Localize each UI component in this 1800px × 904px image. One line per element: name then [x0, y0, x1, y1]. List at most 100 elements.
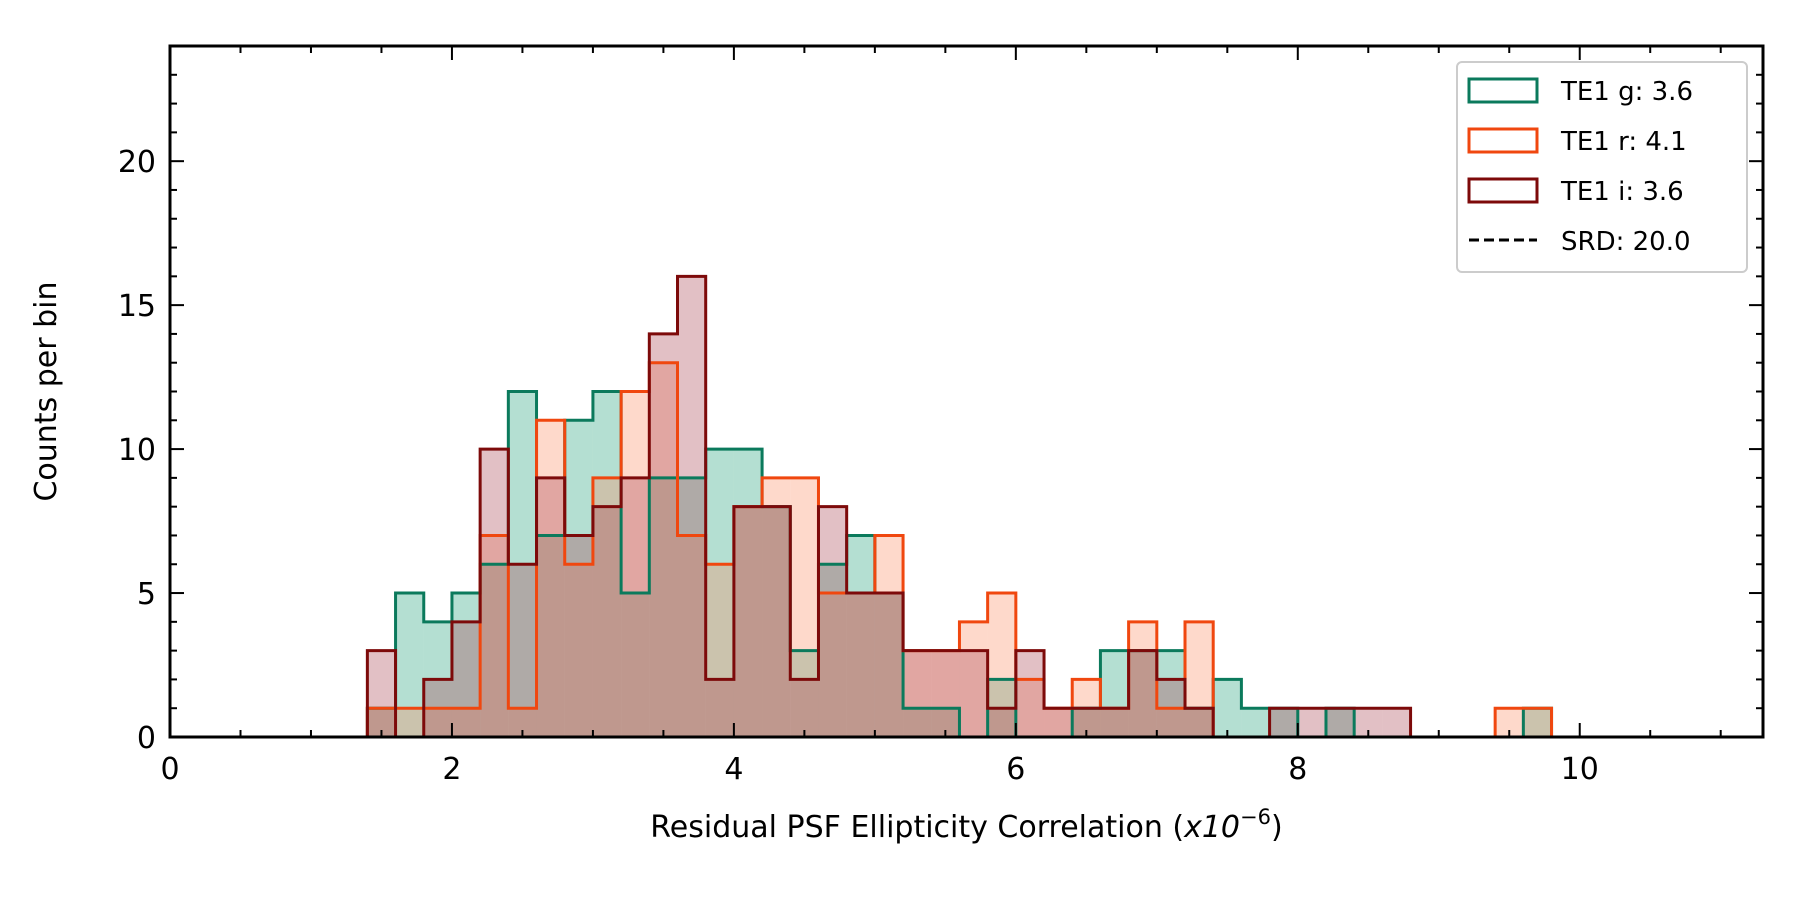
- bar-series-1-bin-4: [451, 593, 481, 737]
- legend-swatch: [1467, 177, 1539, 204]
- bar-series-2-bin-16: [790, 477, 819, 737]
- y-tick-label: 10: [118, 433, 156, 468]
- bar-series-2-bin-19: [874, 535, 904, 737]
- tick-labels: 0 2 4 6 8 10 0 5 10 15 20: [118, 145, 1599, 787]
- x-tick-label: 2: [442, 752, 461, 787]
- bar-series-3-bin-10: [621, 477, 650, 737]
- bar-series-1-bin-2: [395, 593, 424, 737]
- bar-series-2-bin-14: [733, 506, 763, 737]
- bar-series-3-bin-33: [1269, 708, 1298, 737]
- bar-series-1-bin-5: [480, 564, 509, 737]
- bar-series-3-bin-27: [1100, 708, 1129, 737]
- bar-series-1-bin-16: [790, 650, 819, 737]
- bar-series-2-bin-5: [480, 535, 509, 737]
- bar-series-2-bin-20: [903, 650, 932, 737]
- legend-swatch: [1467, 77, 1539, 104]
- bar-series-2-bin-17: [818, 593, 847, 737]
- bar-series-3-bin-4: [451, 621, 481, 737]
- x-tick-label: 0: [160, 752, 179, 787]
- bar-series-2-bin-3: [423, 708, 452, 737]
- bar-series-2-bin-22: [959, 621, 988, 737]
- bar-series-2-bin-10: [621, 391, 650, 737]
- y-tick-label: 15: [118, 289, 156, 324]
- bar-series-1-bin-13: [705, 449, 734, 737]
- step-outline-series-3: [365, 274, 1552, 739]
- bar-series-2-bin-7: [536, 420, 565, 737]
- bar-series-2-bin-11: [649, 362, 678, 737]
- bar-series-1-bin-42: [1523, 708, 1552, 737]
- x-tick-label: 8: [1288, 752, 1307, 787]
- bar-series-3-bin-11: [649, 333, 678, 737]
- bar-series-3-bin-7: [536, 477, 565, 737]
- bar-series-2-bin-24: [1015, 679, 1045, 737]
- legend-label: SRD: 20.0: [1561, 227, 1691, 257]
- legend-label: TE1 r: 4.1: [1560, 127, 1687, 157]
- legend-entries: TE1 g: 3.6 TE1 r: 4.1 TE1 i: 3.6 SRD: 20.0: [1467, 77, 1693, 257]
- bar-series-3-bin-35: [1325, 708, 1355, 737]
- legend-box: [1456, 61, 1748, 273]
- legend-swatch: [1467, 127, 1539, 154]
- bar-series-2-bin-21: [931, 650, 960, 737]
- bar-series-1-bin-31: [1213, 679, 1242, 737]
- histogram-bars: [367, 276, 1552, 737]
- bar-series-1-bin-18: [846, 535, 875, 737]
- bar-series-1-bin-35: [1325, 708, 1355, 737]
- bar-series-2-bin-25: [1044, 708, 1073, 737]
- legend-label: TE1 g: 3.6: [1560, 77, 1693, 107]
- bar-series-3-bin-24: [1015, 650, 1045, 737]
- bar-series-1-bin-15: [762, 506, 791, 737]
- y-tick-label: 5: [137, 577, 156, 612]
- bar-series-3-bin-20: [903, 650, 932, 737]
- bar-series-2-bin-30: [1185, 621, 1214, 737]
- x-tick-label: 4: [724, 752, 743, 787]
- x-axis-label: Residual PSF Ellipticity Correlation (x1…: [650, 805, 1282, 845]
- bar-series-1-bin-32: [1241, 708, 1270, 737]
- bar-series-1-bin-29: [1156, 650, 1186, 737]
- bar-series-3-bin-9: [592, 506, 622, 737]
- bar-series-3-bin-12: [677, 276, 706, 737]
- bar-series-3-bin-21: [931, 650, 960, 737]
- x-tick-label: 10: [1561, 752, 1599, 787]
- bar-series-3-bin-1: [367, 650, 396, 737]
- bar-series-3-bin-18: [846, 593, 875, 737]
- bar-series-1-bin-8: [564, 420, 593, 737]
- bar-series-1-bin-30: [1185, 708, 1214, 737]
- bar-series-3-bin-30: [1185, 708, 1214, 737]
- bar-series-3-bin-23: [987, 708, 1016, 737]
- bar-series-2-bin-2: [395, 708, 424, 737]
- bar-series-3-bin-13: [705, 679, 734, 737]
- x-tick-label: 6: [1006, 752, 1025, 787]
- bar-series-3-bin-37: [1382, 708, 1411, 737]
- bar-series-1-bin-14: [733, 449, 763, 737]
- bar-series-2-bin-4: [451, 708, 481, 737]
- bar-series-3-bin-6: [508, 564, 537, 737]
- bar-series-3-bin-8: [564, 535, 593, 737]
- bar-series-3-bin-14: [733, 506, 763, 737]
- bar-series-2-bin-28: [1128, 621, 1157, 737]
- bar-series-2-bin-29: [1156, 708, 1186, 737]
- axis-ticks: [169, 45, 1763, 738]
- bar-series-3-bin-15: [762, 506, 791, 737]
- legend-label: TE1 i: 3.6: [1560, 177, 1684, 207]
- bar-series-1-bin-12: [677, 477, 706, 737]
- bar-series-2-bin-27: [1100, 708, 1129, 737]
- bar-series-2-bin-13: [705, 564, 734, 737]
- bar-series-3-bin-22: [959, 650, 988, 737]
- legend: TE1 g: 3.6 TE1 r: 4.1 TE1 i: 3.6 SRD: 20.0: [1456, 61, 1748, 273]
- bar-series-1-bin-7: [536, 535, 565, 737]
- bar-series-3-bin-28: [1128, 650, 1157, 737]
- y-axis-label: Counts per bin: [29, 281, 64, 501]
- bar-series-2-bin-18: [846, 593, 875, 737]
- bar-series-2-bin-9: [592, 477, 622, 737]
- bar-series-3-bin-25: [1044, 708, 1073, 737]
- bar-series-3-bin-16: [790, 679, 819, 737]
- bar-series-1-bin-19: [874, 593, 904, 737]
- bar-series-1-bin-9: [592, 391, 622, 737]
- bar-series-2-bin-23: [987, 593, 1016, 737]
- bar-series-3-bin-5: [480, 449, 509, 737]
- bar-series-3-bin-34: [1297, 708, 1326, 737]
- bar-series-2-bin-15: [762, 477, 791, 737]
- bar-series-2-bin-12: [677, 535, 706, 737]
- bar-series-1-bin-10: [621, 593, 650, 737]
